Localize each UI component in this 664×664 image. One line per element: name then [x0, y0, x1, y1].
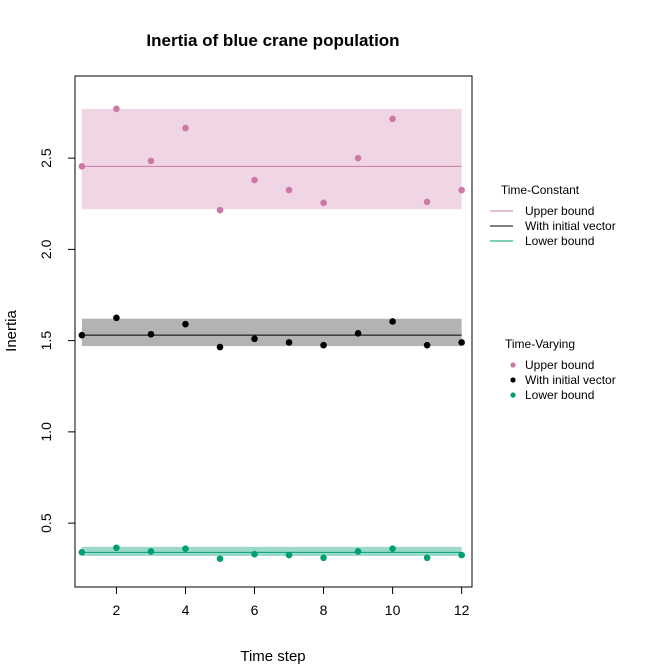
point-s2-1	[78, 549, 86, 556]
point-s2-7	[285, 551, 293, 559]
point-s0-6	[251, 176, 258, 184]
axes: 2 4 6 8 10 12 0.5 1.0 1.5 2.0 2.5	[38, 148, 470, 618]
point-s2-3	[147, 548, 155, 555]
legend-1-label-0: Upper bound	[525, 358, 594, 372]
point-s2-2	[113, 544, 120, 552]
point-s0-2	[113, 105, 120, 113]
x-axis-label: Time step	[240, 648, 305, 664]
point-s2-10	[389, 545, 396, 552]
y-axis-label: Inertia	[3, 310, 20, 352]
x-tick-label-2: 2	[113, 602, 121, 618]
point-s2-5	[216, 555, 224, 563]
legend-0-label-0: Upper bound	[525, 204, 594, 218]
x-tick-label-6: 6	[251, 602, 259, 618]
point-s2-9	[354, 548, 362, 555]
point-s0-12	[458, 186, 465, 194]
legend-0-label-1: With initial vector	[525, 219, 616, 233]
y-tick-label-0: 0.5	[38, 513, 54, 533]
point-s1-8	[320, 341, 327, 349]
point-s1-3	[147, 330, 155, 338]
chart-title: Inertia of blue crane population	[146, 31, 399, 50]
point-s1-2	[113, 314, 120, 322]
point-s1-1	[78, 331, 86, 339]
point-s2-11	[423, 554, 431, 562]
x-tick-label-10: 10	[385, 602, 401, 618]
legend-1-label-2: Lower bound	[525, 388, 594, 402]
y-tick-label-2: 1.5	[38, 331, 54, 351]
point-s1-5	[216, 343, 224, 351]
band-0	[81, 108, 462, 210]
legend-1-title: Time-Varying	[505, 337, 575, 351]
point-s1-12	[458, 339, 465, 346]
x-tick-label-12: 12	[454, 602, 470, 618]
x-tick-label-4: 4	[182, 602, 190, 618]
legend-1-swatch-1	[510, 377, 516, 383]
point-s0-7	[285, 186, 293, 194]
point-s1-4	[182, 320, 189, 328]
point-s0-10	[389, 115, 396, 123]
legend-0-label-2: Lower bound	[525, 234, 594, 248]
point-s0-8	[320, 199, 327, 207]
point-s0-1	[78, 163, 86, 170]
point-s0-11	[423, 198, 431, 206]
legend-0-title: Time-Constant	[501, 183, 580, 197]
legend-1-swatch-0	[510, 362, 516, 368]
point-s2-4	[182, 545, 189, 552]
point-s0-3	[147, 157, 155, 165]
band-1	[81, 318, 462, 347]
plot-area	[78, 105, 465, 563]
point-s1-11	[423, 341, 431, 349]
band-2	[81, 546, 462, 556]
legend-1-label-1: With initial vector	[525, 373, 616, 387]
y-tick-label-4: 2.5	[38, 148, 54, 168]
point-s0-9	[354, 154, 362, 162]
x-tick-label-8: 8	[320, 602, 328, 618]
y-tick-label-3: 2.0	[38, 239, 54, 259]
legend-1-swatch-2	[510, 392, 516, 398]
point-s1-7	[285, 339, 293, 346]
point-s1-6	[251, 335, 258, 343]
point-s2-6	[251, 550, 258, 558]
point-s1-9	[354, 330, 362, 337]
y-tick-label-1: 1.0	[38, 422, 54, 442]
point-s2-8	[320, 554, 327, 562]
point-s0-5	[216, 206, 224, 214]
point-s0-4	[182, 124, 189, 132]
point-s1-10	[389, 318, 396, 325]
point-s2-12	[458, 551, 465, 559]
